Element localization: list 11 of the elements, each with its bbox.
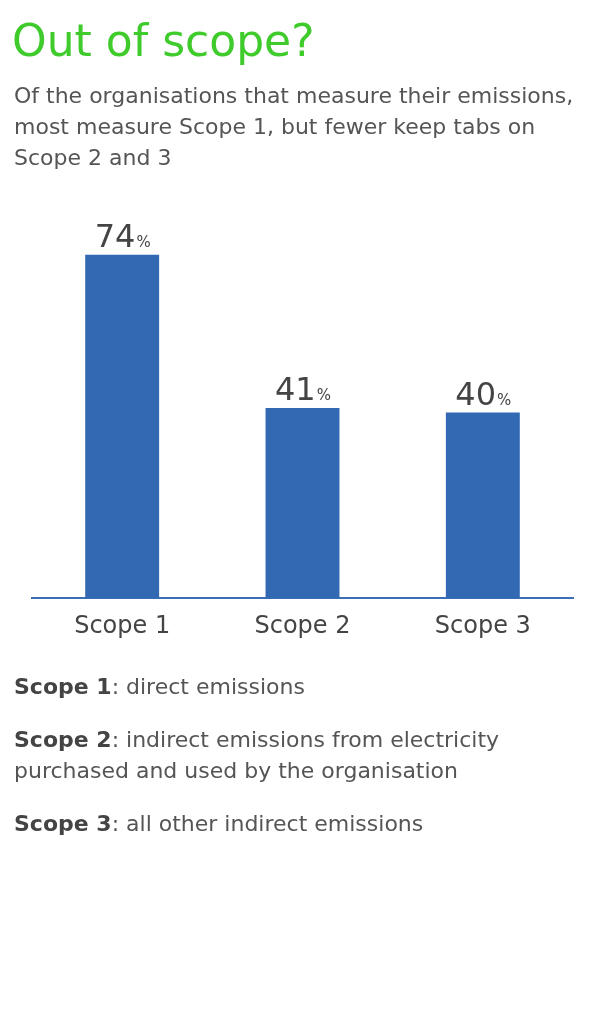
- data-label: 40%: [455, 374, 512, 413]
- data-label: 74%: [94, 216, 151, 255]
- x-tick-label: Scope 2: [254, 610, 351, 639]
- x-tick-label: Scope 1: [74, 610, 171, 639]
- chart-title: Out of scope?: [11, 14, 316, 68]
- text: Scope 1: direct emissions: [14, 674, 305, 699]
- data-label: 41%: [275, 369, 331, 408]
- text: Scope 3: all other indirect emissions: [14, 811, 424, 836]
- text: Scope 2: indirect emissions from electricity purchased and used by the organisation: [14, 727, 500, 783]
- x-tick-label: Scope 3: [434, 610, 531, 639]
- chart-subtitle: Of the organisations that measure their emissions, most measure Scope 1, but fewer keep tabs on Scope 2 and 3: [13, 82, 575, 172]
